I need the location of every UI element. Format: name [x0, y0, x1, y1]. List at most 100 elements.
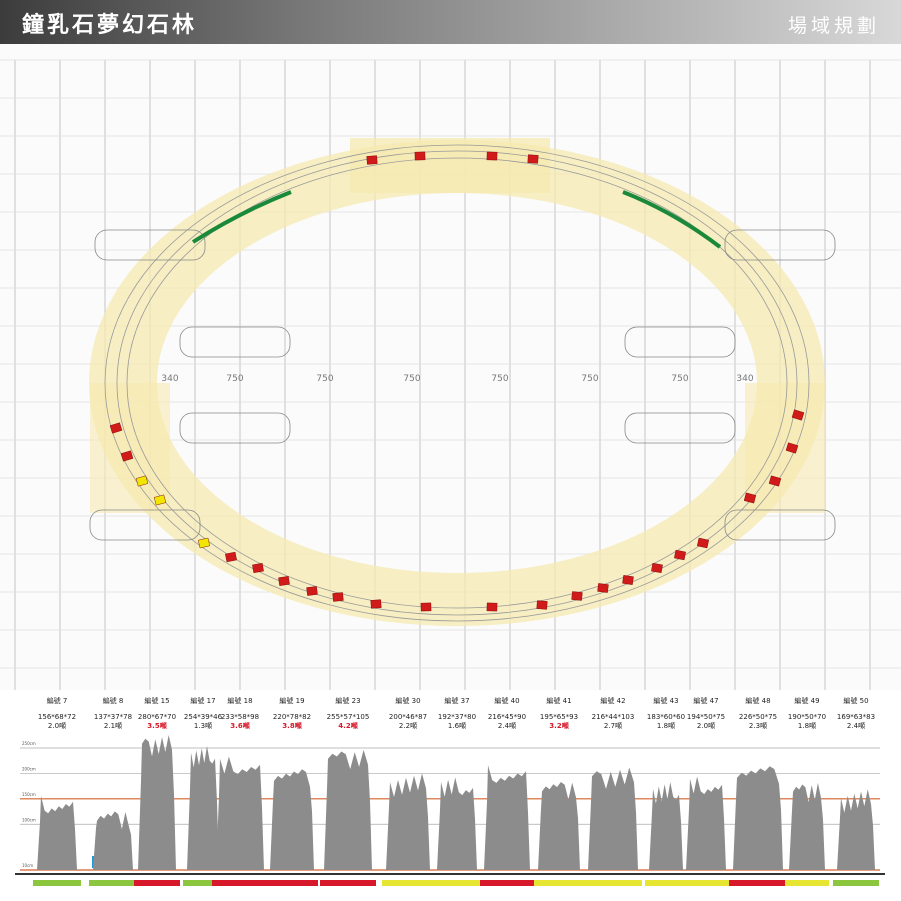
stone-marker — [536, 600, 548, 610]
plan-outline — [126, 157, 788, 609]
plan-bench — [89, 509, 201, 541]
plan-bench — [624, 326, 736, 358]
stone-size: 200*46*87 — [389, 713, 427, 721]
stone-size: 195*65*93 — [540, 713, 578, 721]
plan-bench — [179, 412, 291, 444]
stone-silhouette — [187, 746, 219, 870]
stone-id: 編號 48 — [745, 696, 770, 705]
stone-weight: 1.8噸 — [657, 721, 675, 730]
stone-id: 編號 41 — [546, 696, 571, 705]
stone-size: 280*67*70 — [138, 713, 176, 721]
stone-category-bar — [266, 880, 318, 886]
stone-id: 編號 37 — [444, 696, 469, 705]
plan-dimension: 750 — [491, 374, 508, 384]
scale-label: 250cm — [22, 741, 36, 746]
stone-id: 編號 23 — [335, 696, 360, 705]
plan-bench — [624, 412, 736, 444]
stone-marker — [332, 592, 344, 602]
stone-marker — [420, 602, 432, 612]
stone-weight: 2.0噸 — [48, 721, 66, 730]
stone-weight: 4.2噸 — [338, 721, 357, 730]
stone-size: 190*50*70 — [788, 713, 826, 721]
stone-size: 226*50*75 — [739, 713, 777, 721]
plan-bench — [724, 509, 836, 541]
plan-dimension: 750 — [671, 374, 688, 384]
stone-size: 216*44*103 — [592, 713, 635, 721]
stone-weight: 3.5噸 — [147, 721, 166, 730]
stone-silhouette — [649, 782, 683, 870]
stone-category-bar — [183, 880, 223, 886]
stone-weight: 2.4噸 — [498, 721, 516, 730]
stone-silhouette — [93, 811, 133, 870]
stone-marker — [306, 586, 318, 596]
stone-weight: 2.3噸 — [749, 721, 767, 730]
stone-marker — [571, 591, 583, 601]
stone-id: 編號 17 — [190, 696, 215, 705]
stone-id: 編號 7 — [47, 696, 68, 705]
stone-category-bar — [89, 880, 137, 886]
stone-marker — [198, 537, 210, 549]
plan-bench — [179, 326, 291, 358]
stone-silhouette — [484, 765, 530, 870]
scale-label: 10cm — [22, 863, 33, 868]
plan-dimension: 340 — [161, 374, 178, 384]
stone-size: 169*63*83 — [837, 713, 875, 721]
stone-marker — [120, 450, 134, 462]
plan-bench — [94, 229, 206, 261]
stone-marker — [743, 492, 757, 504]
stone-id: 編號 50 — [843, 696, 868, 705]
plan-outline — [104, 144, 810, 622]
stone-weight: 1.8噸 — [798, 721, 816, 730]
stone-marker — [785, 442, 799, 454]
stone-id: 編號 19 — [279, 696, 304, 705]
walkway-band — [350, 138, 550, 193]
stone-weight: 1.6噸 — [448, 721, 466, 730]
stone-id: 編號 40 — [494, 696, 519, 705]
stone-marker — [414, 151, 426, 161]
stone-size: 255*57*105 — [327, 713, 370, 721]
scale-label: 150cm — [22, 792, 36, 797]
stone-weight: 2.7噸 — [604, 721, 622, 730]
stone-category-bar — [645, 880, 687, 886]
plan-outline — [116, 150, 798, 616]
stone-category-bar — [212, 880, 268, 886]
stone-marker — [527, 154, 539, 164]
stone-silhouette — [837, 789, 875, 870]
stone-marker — [225, 551, 237, 563]
stone-category-bar — [534, 880, 584, 886]
stone-size: 183*60*60 — [647, 713, 685, 721]
plan-dimension: 750 — [226, 374, 243, 384]
stone-silhouette — [686, 776, 726, 870]
stone-category-bar — [480, 880, 534, 886]
stone-category-bar — [729, 880, 787, 886]
stone-id: 編號 42 — [600, 696, 625, 705]
stone-weight: 2.2噸 — [399, 721, 417, 730]
stone-marker — [674, 549, 686, 561]
stone-id: 編號 43 — [653, 696, 678, 705]
stone-id: 編號 49 — [794, 696, 819, 705]
stone-marker — [370, 599, 382, 609]
stone-silhouette — [386, 773, 430, 870]
stone-silhouette — [138, 735, 176, 870]
stone-size: 233*58*98 — [221, 713, 259, 721]
green-edge — [622, 190, 722, 249]
stone-weight: 3.8噸 — [282, 721, 301, 730]
stone-marker — [486, 151, 498, 161]
stone-marker — [252, 562, 264, 574]
stone-id: 編號 15 — [144, 696, 169, 705]
green-edge — [191, 190, 292, 244]
stone-silhouette — [588, 767, 638, 870]
stone-marker — [109, 422, 123, 434]
stone-silhouette — [324, 749, 372, 870]
header-title: 鐘乳石夢幻石林 — [22, 12, 197, 38]
stone-silhouette — [437, 777, 477, 870]
stone-marker — [366, 155, 378, 165]
stone-size: 137*37*78 — [94, 713, 132, 721]
stone-category-bar — [682, 880, 730, 886]
plan-dimension: 750 — [581, 374, 598, 384]
scale-label: 100cm — [22, 817, 36, 822]
stone-silhouette — [37, 795, 77, 870]
stone-category-bar — [320, 880, 376, 886]
